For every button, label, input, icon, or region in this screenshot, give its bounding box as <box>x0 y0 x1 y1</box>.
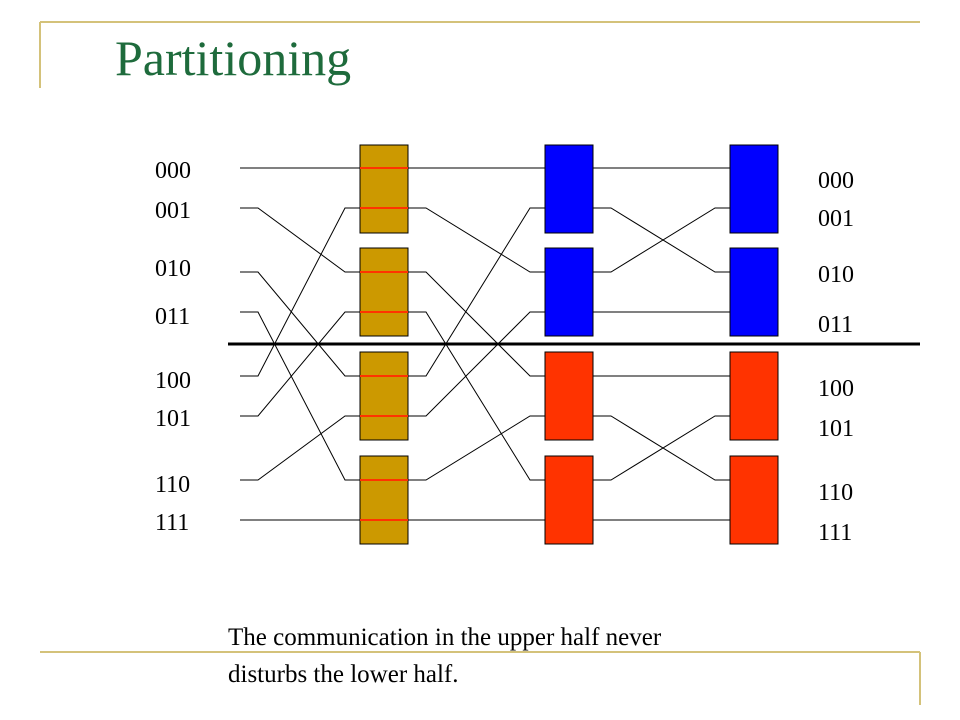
wire <box>408 207 545 273</box>
caption-line: The communication in the upper half neve… <box>228 624 662 651</box>
switch-box <box>729 351 779 441</box>
input-label: 110 <box>155 472 190 498</box>
switch-box <box>544 144 594 234</box>
switch-boxes <box>359 144 779 545</box>
wire <box>408 207 545 377</box>
output-label: 010 <box>818 262 854 288</box>
input-label: 000 <box>155 158 191 184</box>
switch-box <box>544 455 594 545</box>
input-label: 111 <box>155 510 189 536</box>
wire <box>408 271 545 377</box>
wire <box>240 311 360 481</box>
wire <box>240 207 360 273</box>
caption-line: disturbs the lower half. <box>228 661 459 688</box>
wire <box>240 415 360 481</box>
input-label: 011 <box>155 304 190 330</box>
wire <box>408 311 545 417</box>
switch-box <box>729 144 779 234</box>
output-label: 100 <box>818 376 854 402</box>
switch-box <box>359 247 409 337</box>
switch-box <box>359 455 409 545</box>
wire <box>593 415 730 481</box>
input-label: 101 <box>155 406 191 432</box>
switch-box <box>729 247 779 337</box>
input-label: 100 <box>155 368 191 394</box>
input-label: 001 <box>155 198 191 224</box>
wire <box>240 311 360 417</box>
output-label: 011 <box>818 312 853 338</box>
wire <box>240 271 360 377</box>
output-label: 001 <box>818 206 854 232</box>
wire <box>240 207 360 377</box>
labels: 000 001 010 011 100 101 110 111 000 001 010 011 100 1… <box>155 158 854 546</box>
switch-box <box>729 455 779 545</box>
slide-title: Partitioning <box>115 30 351 86</box>
wire <box>593 207 730 273</box>
wire <box>408 311 545 481</box>
wire <box>593 415 730 481</box>
input-label: 010 <box>155 256 191 282</box>
wire <box>408 415 545 481</box>
switch-box <box>359 144 409 234</box>
wire <box>593 207 730 273</box>
wires <box>240 167 730 521</box>
output-label: 000 <box>818 168 854 194</box>
output-label: 101 <box>818 416 854 442</box>
switch-box <box>544 351 594 441</box>
switch-box <box>359 351 409 441</box>
output-label: 111 <box>818 520 852 546</box>
output-label: 110 <box>818 480 853 506</box>
switch-box <box>544 247 594 337</box>
